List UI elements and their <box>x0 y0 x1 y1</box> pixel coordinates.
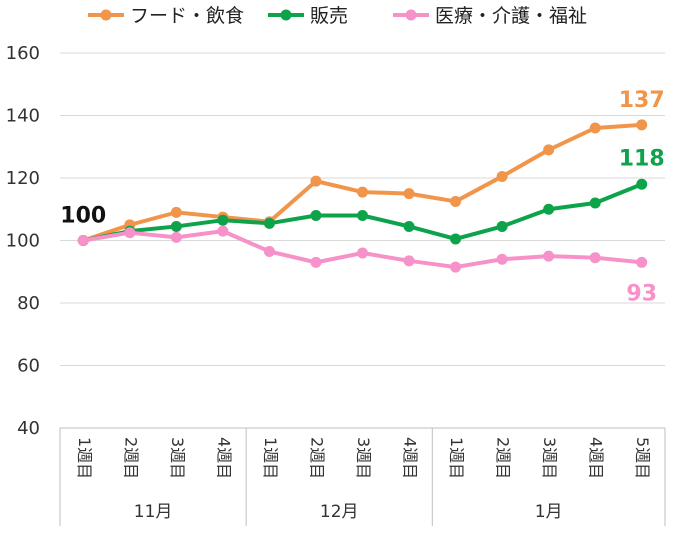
data-point <box>496 170 508 182</box>
data-point <box>310 256 322 268</box>
data-point <box>496 253 508 265</box>
series-line <box>82 122 642 243</box>
legend-label: フード・飲食 <box>130 5 244 27</box>
legend-item: フード・飲食 <box>88 5 244 27</box>
series-3 <box>77 225 648 273</box>
data-point <box>310 175 322 187</box>
y-axis: 40 60 80 100 120 140 160 <box>6 43 40 439</box>
legend-marker <box>100 9 112 21</box>
data-point <box>543 250 555 262</box>
data-label: 93 <box>626 281 657 306</box>
data-point <box>403 220 415 232</box>
y-tick-label: 40 <box>17 418 40 439</box>
x-tick-label: 3週目 <box>540 437 559 479</box>
x-tick-label: 3週目 <box>168 437 187 479</box>
series-layer <box>77 119 648 273</box>
data-point <box>543 203 555 215</box>
data-point <box>450 261 462 273</box>
x-group-label: 12月 <box>320 502 359 522</box>
data-point <box>496 220 508 232</box>
data-point <box>589 252 601 264</box>
x-tick-label: 1週目 <box>75 437 94 479</box>
data-point <box>170 206 182 218</box>
data-point <box>263 217 275 229</box>
data-point <box>170 231 182 243</box>
legend-item: 販売 <box>268 5 348 27</box>
x-tick-label: 2週目 <box>307 437 326 479</box>
legend-marker <box>405 9 417 21</box>
data-label: 137 <box>619 88 665 113</box>
y-tick-label: 80 <box>17 293 40 314</box>
data-point <box>217 214 229 226</box>
y-tick-label: 160 <box>6 43 40 64</box>
legend: フード・飲食 販売 医療・介護・福祉 <box>88 5 587 27</box>
data-label: 100 <box>60 204 106 229</box>
legend-label: 販売 <box>310 5 348 27</box>
data-point <box>636 119 648 131</box>
x-tick-label: 4週目 <box>401 437 420 479</box>
data-point <box>217 225 229 237</box>
x-tick-label: 1週目 <box>447 437 466 479</box>
y-tick-label: 120 <box>6 168 40 189</box>
data-point <box>636 256 648 268</box>
x-tick-label: 1週目 <box>261 437 280 479</box>
x-axis: 1週目 2週目 3週目 4週目 1週目 2週目 3週目 4週目 1週目 2週目 3週目 4週目 5週目 1… <box>59 427 666 526</box>
data-point <box>636 178 648 190</box>
gridlines <box>60 52 665 429</box>
data-point <box>124 227 136 239</box>
data-point <box>403 188 415 200</box>
x-tick-label: 4週目 <box>214 437 233 479</box>
x-tick-label: 5週目 <box>633 437 652 479</box>
data-point <box>589 197 601 209</box>
data-point <box>543 144 555 156</box>
legend-label: 医療・介護・福祉 <box>435 5 587 27</box>
x-tick-label: 2週目 <box>121 437 140 479</box>
data-point <box>357 186 368 198</box>
y-tick-label: 140 <box>6 106 40 127</box>
data-point <box>403 255 415 267</box>
y-tick-label: 100 <box>6 231 40 252</box>
data-point <box>357 210 368 221</box>
data-point <box>263 245 275 257</box>
x-tick-label: 3週目 <box>354 437 373 479</box>
data-point <box>310 210 322 221</box>
legend-marker <box>280 9 292 21</box>
data-point <box>450 195 462 207</box>
data-point <box>450 233 462 245</box>
x-group-label: 11月 <box>134 502 173 522</box>
data-label: 118 <box>619 146 665 171</box>
data-point <box>357 247 368 259</box>
data-point <box>77 235 89 246</box>
x-tick-label: 2週目 <box>494 437 513 479</box>
annotations: 100 137 118 93 <box>60 88 664 307</box>
data-point <box>170 220 182 232</box>
x-group-label: 1月 <box>535 502 563 522</box>
data-point <box>589 122 601 134</box>
x-tick-label: 4週目 <box>587 437 606 479</box>
legend-item: 医療・介護・福祉 <box>393 5 587 27</box>
y-tick-label: 60 <box>17 356 40 377</box>
